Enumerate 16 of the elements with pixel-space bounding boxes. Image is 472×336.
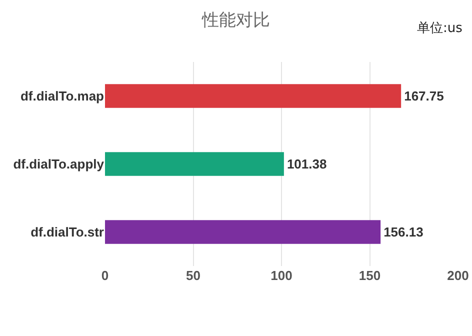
bar bbox=[105, 152, 284, 176]
bar bbox=[105, 220, 381, 244]
x-tick-label: 0 bbox=[101, 268, 109, 283]
text: 单位:us bbox=[417, 21, 463, 36]
x-tick-label: 100 bbox=[270, 268, 292, 283]
y-tick-label: df.dialTo.apply bbox=[13, 156, 105, 172]
chart-title: 性能对比 bbox=[201, 10, 270, 30]
bar bbox=[105, 84, 402, 108]
x-tick-label: 50 bbox=[186, 268, 200, 283]
y-tick-label: df.dialTo.map bbox=[20, 88, 104, 104]
x-tick-label: 150 bbox=[358, 268, 381, 283]
data-label: 167.75 bbox=[404, 88, 444, 104]
y-tick-label: df.dialTo.str bbox=[30, 224, 104, 240]
x-tick-label: 200 bbox=[447, 268, 469, 283]
data-label: 101.38 bbox=[286, 156, 327, 172]
data-label: 156.13 bbox=[384, 224, 424, 240]
